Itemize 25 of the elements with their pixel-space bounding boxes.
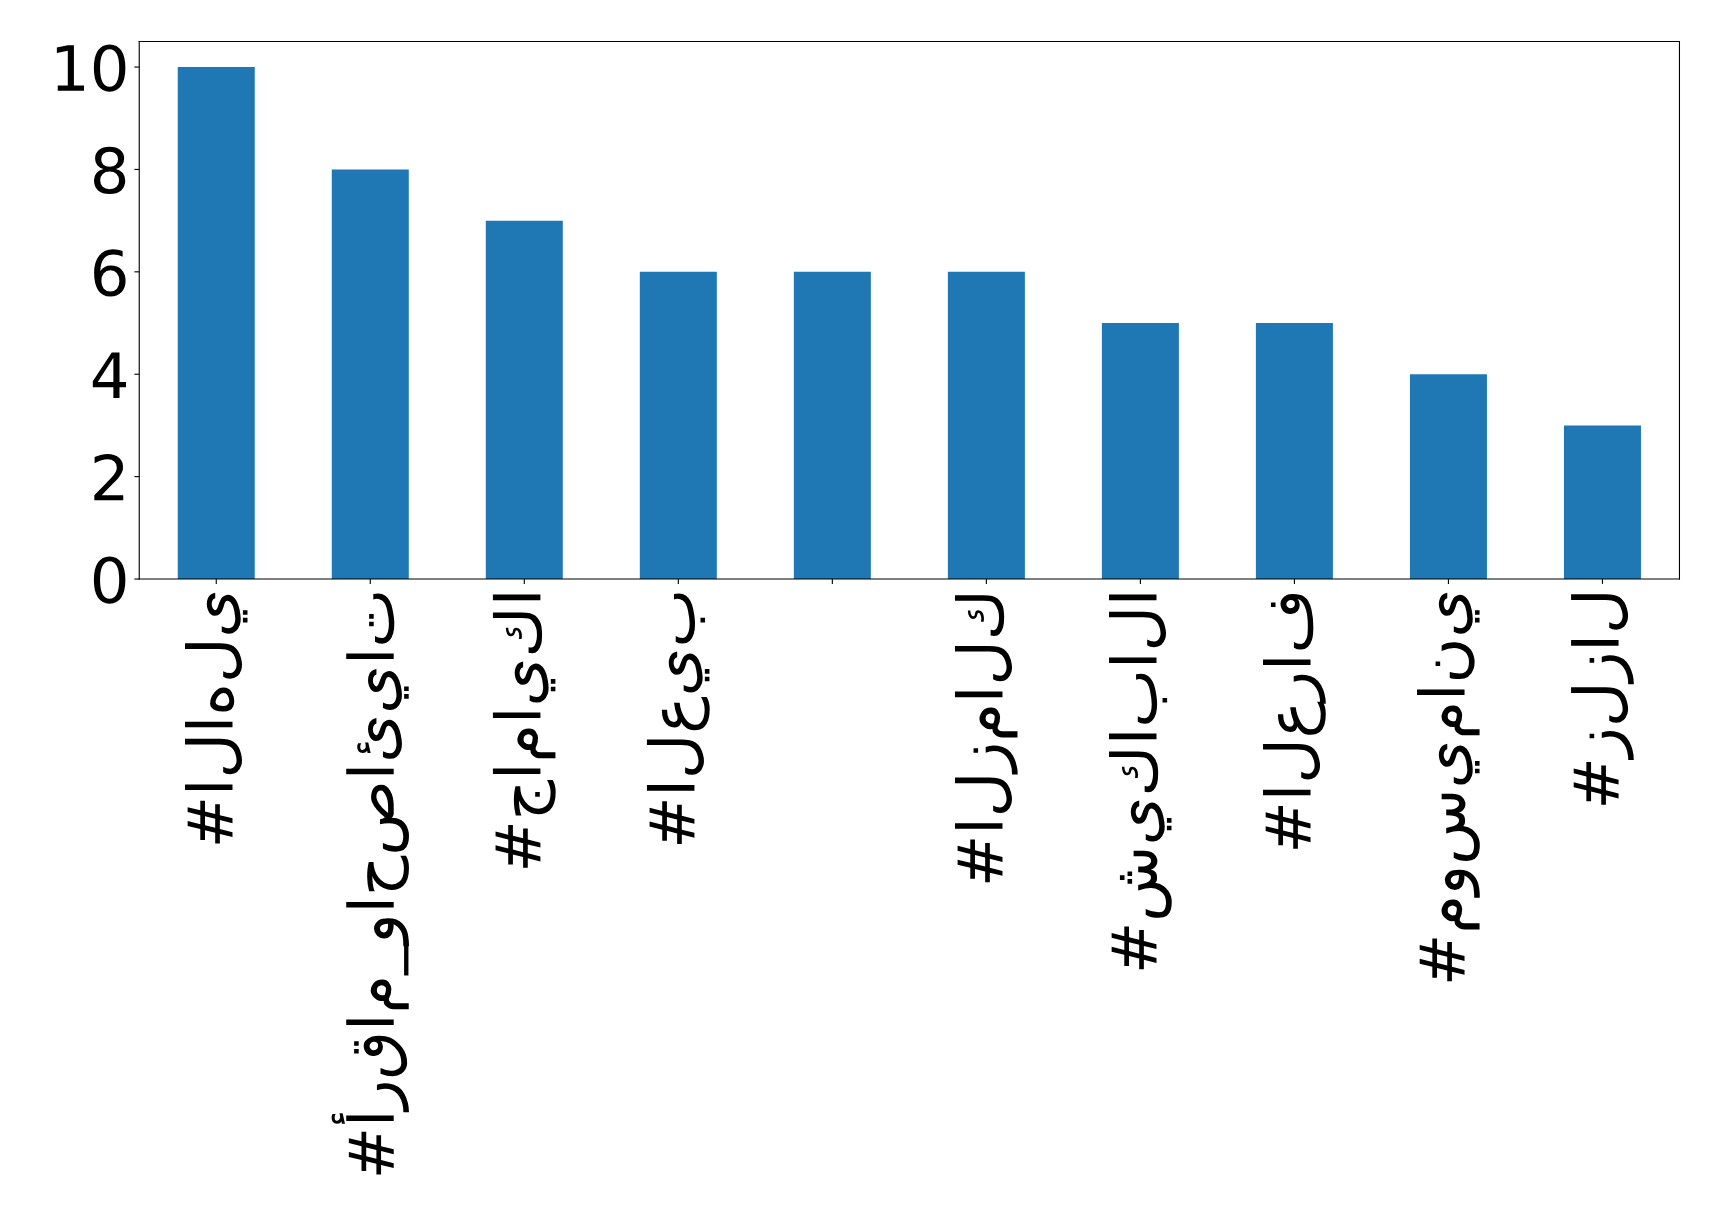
bar <box>1101 323 1179 580</box>
x-tick-label: #موسيماني <box>1417 592 1480 982</box>
x-tick-label: #العيب <box>646 593 710 845</box>
bar <box>1255 323 1333 580</box>
x-tick-label: #زلزال <box>1571 594 1634 805</box>
bar <box>1409 374 1487 580</box>
bar <box>1563 425 1641 580</box>
x-tick-label: #جامايكا <box>492 594 556 868</box>
y-tick-label: 6 <box>94 249 126 297</box>
bar <box>793 271 871 580</box>
x-tick-label: #أرقام_واحصائيات <box>331 593 409 1175</box>
x-tick-label: #شيكابالا <box>1109 594 1172 970</box>
bar <box>639 271 717 580</box>
bar <box>485 220 563 580</box>
bar <box>947 271 1025 580</box>
x-tick-label: #الاهلي <box>185 592 248 844</box>
y-tick-label: 10 <box>56 44 126 92</box>
bar <box>331 169 409 580</box>
y-tick-label: 2 <box>94 453 124 501</box>
y-tick-label: 4 <box>92 352 127 398</box>
x-tick-label: #الزمالك <box>954 595 1018 883</box>
x-tick-label: #العراف <box>1263 594 1326 849</box>
y-tick-label: 0 <box>93 556 126 604</box>
y-tick-label: 8 <box>93 146 126 195</box>
bar <box>177 67 255 580</box>
